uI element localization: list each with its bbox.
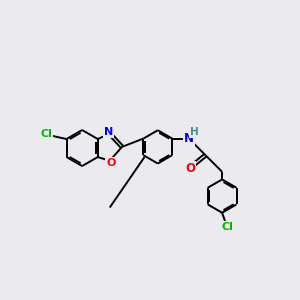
Text: N: N [184, 132, 194, 145]
Text: H: H [190, 127, 198, 137]
Text: O: O [185, 162, 195, 175]
Text: N: N [104, 127, 113, 137]
Text: O: O [106, 158, 116, 168]
Text: Cl: Cl [221, 222, 233, 232]
Text: Cl: Cl [40, 129, 52, 139]
